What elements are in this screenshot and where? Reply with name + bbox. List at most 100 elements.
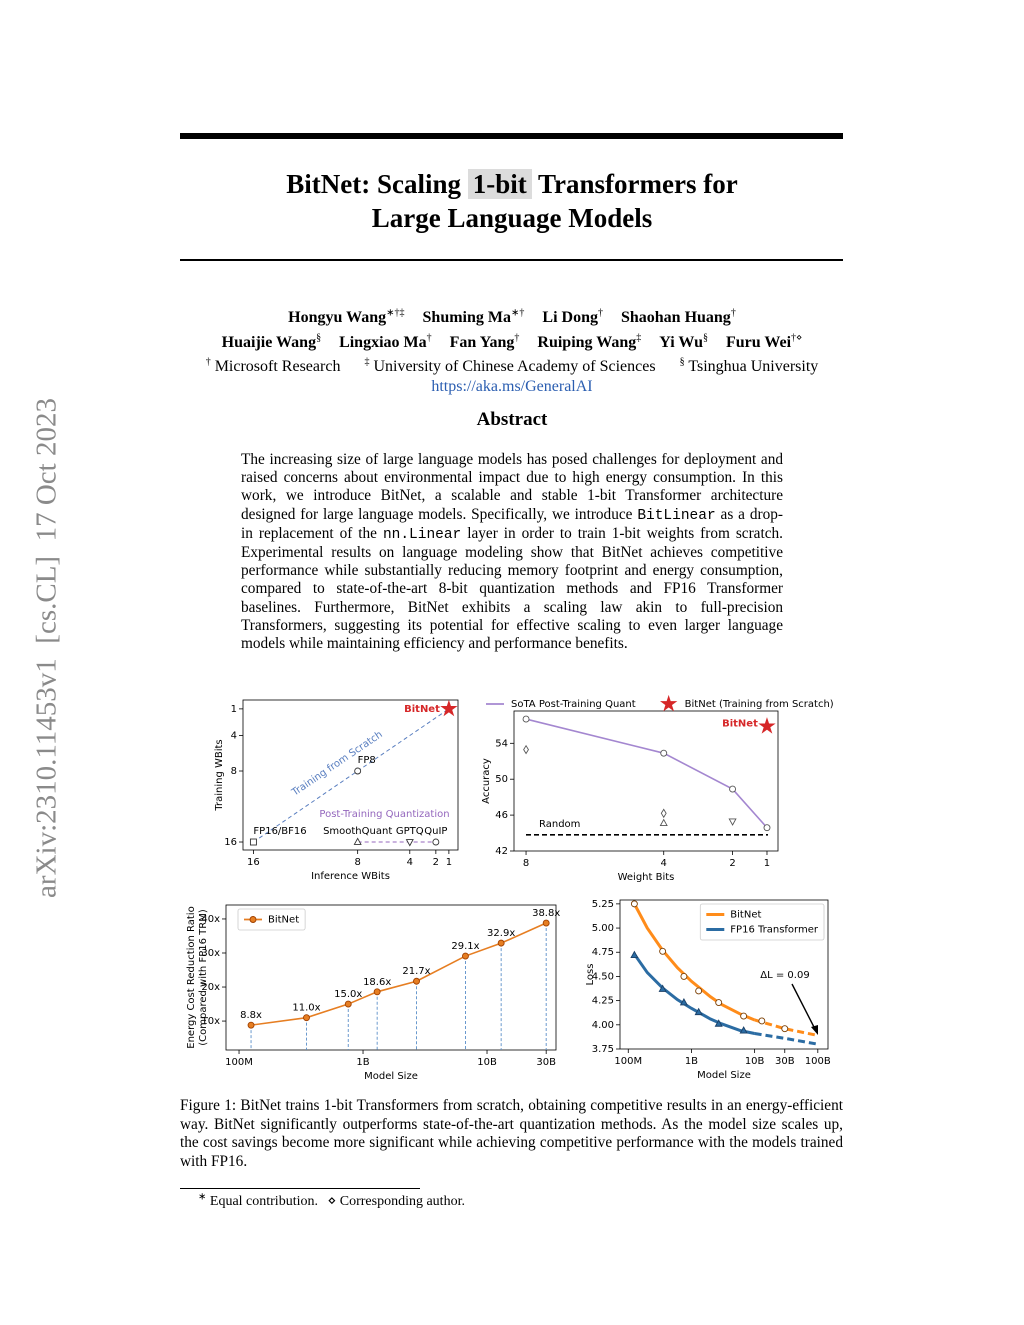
- affiliation-mark: †: [205, 356, 211, 368]
- y-tick-label: 4.00: [592, 1020, 614, 1031]
- affiliation-mark: §: [679, 356, 685, 368]
- author-marks: †: [426, 332, 432, 344]
- footnote-item: ∗ Equal contribution.: [198, 1191, 318, 1209]
- author-marks: †: [730, 308, 736, 319]
- marker: [739, 1026, 748, 1034]
- y-axis-label: Accuracy: [481, 758, 492, 804]
- legend-label: SoTA Post-Training Quant: [511, 699, 636, 710]
- marker: [373, 988, 381, 996]
- legend-label: BitNet: [730, 910, 761, 921]
- y-tick-label: 42: [495, 846, 508, 857]
- abstract-heading: Abstract: [476, 409, 548, 430]
- y-axis-label: Loss: [585, 964, 596, 986]
- footnote-text: Equal contribution.: [209, 1193, 318, 1209]
- y-tick-label: 8: [231, 766, 237, 777]
- x-tick-label: 1: [446, 857, 452, 868]
- footnote-mark: ∗: [198, 1191, 207, 1202]
- affiliation-name: University of Chinese Academy of Science…: [373, 357, 656, 375]
- x-tick-label: 2: [433, 857, 439, 868]
- y-tick-label: 5.00: [592, 923, 614, 934]
- y-tick-label: 50: [495, 774, 508, 785]
- x-tick-label: 16: [247, 857, 260, 868]
- series-line: [525, 718, 768, 829]
- fit-curve: [754, 1032, 819, 1046]
- value-label: 32.9x: [487, 928, 515, 939]
- marker: [658, 984, 667, 992]
- footnote-item: ⋄ Corresponding author.: [327, 1194, 464, 1209]
- x-tick-label: 10B: [745, 1056, 765, 1067]
- url[interactable]: https://aka.ms/GeneralAI: [431, 377, 593, 395]
- author-row: Huaijie Wang§ Lingxiao Ma† Fan Yang† Rui…: [0, 328, 1024, 352]
- x-tick-label: 1B: [356, 1057, 369, 1068]
- marker: [630, 950, 639, 958]
- y-axis-label: Training WBits: [214, 739, 225, 811]
- marker: [728, 818, 737, 826]
- x-axis-label: Inference WBits: [311, 871, 390, 882]
- annotation: BitNet: [722, 718, 758, 729]
- series-line: [250, 922, 547, 1026]
- x-tick-label: 10B: [477, 1057, 497, 1068]
- affiliation-name: Microsoft Research: [214, 357, 341, 375]
- author-name: Furu Wei: [726, 333, 792, 351]
- marker: [758, 1017, 766, 1025]
- marker: [680, 972, 688, 980]
- series-line: [253, 708, 450, 843]
- legend-frame: [237, 908, 306, 931]
- title-part: BitNet: Scaling: [286, 169, 462, 199]
- footnote: ∗ Equal contribution. ⋄ Corresponding au…: [198, 1191, 471, 1210]
- affiliation-name: Tsinghua University: [688, 357, 819, 375]
- marker: [522, 715, 530, 723]
- marker: [353, 837, 362, 845]
- point-label: GPTQ: [396, 826, 424, 837]
- affiliation: § Tsinghua University: [679, 356, 819, 375]
- legend-frame: [699, 903, 825, 941]
- author: Fan Yang†: [450, 332, 520, 350]
- marker: [763, 824, 771, 832]
- affiliations: † Microsoft Research ‡ University of Chi…: [0, 353, 1024, 377]
- marker: [497, 939, 505, 947]
- axes-frame: [619, 899, 829, 1050]
- footnote-rule: [180, 1188, 420, 1189]
- x-tick-label: 8: [523, 858, 529, 869]
- author: Ruiping Wang‡: [537, 332, 642, 350]
- author-marks: ‡: [636, 332, 642, 344]
- author: Furu Wei†⋄: [726, 332, 802, 351]
- x-tick-label: 1B: [685, 1056, 698, 1067]
- y-tick-label: 16: [224, 837, 237, 848]
- author-name: Shuming Ma: [422, 309, 511, 327]
- fit-curve: [633, 903, 756, 1022]
- value-label: 29.1x: [451, 941, 479, 952]
- point-label: FP8: [358, 755, 376, 766]
- marker: [659, 818, 668, 827]
- x-tick-label: 2: [729, 858, 735, 869]
- value-label: 38.8x: [532, 908, 560, 919]
- marker: [679, 998, 688, 1006]
- x-tick-label: 30B: [775, 1056, 795, 1067]
- author: Lingxiao Ma†: [339, 332, 432, 350]
- marker: [249, 838, 257, 846]
- value-label: 11.0x: [292, 1003, 320, 1014]
- x-tick-label: 4: [661, 858, 667, 869]
- series-line-label: Training from Scratch: [289, 729, 384, 799]
- marker: [714, 1019, 723, 1027]
- x-tick-label: 4: [407, 857, 413, 868]
- axes-frame: [242, 699, 459, 851]
- author-row: Hongyu Wang∗†‡ Shuming Ma∗† Li Dong† Sha…: [0, 304, 1024, 328]
- title: BitNet: Scaling 1-bit Transformers for L…: [0, 167, 1024, 235]
- value-label: 8.8x: [240, 1010, 262, 1021]
- author-name: Huaijie Wang: [221, 333, 317, 351]
- x-axis-label: Weight Bits: [618, 872, 675, 883]
- y-tick-label: 30x: [201, 948, 220, 959]
- value-label: 18.6x: [363, 977, 391, 988]
- author-name: Hongyu Wang: [288, 309, 387, 327]
- marker: [440, 699, 458, 717]
- marker: [413, 977, 420, 985]
- author: Hongyu Wang∗†‡: [288, 308, 405, 327]
- author-marks: ∗†‡: [386, 308, 405, 319]
- axes-frame: [225, 904, 557, 1051]
- title-part: Transformers for: [538, 169, 738, 199]
- marker: [729, 785, 737, 793]
- author-name: Yi Wu: [659, 333, 703, 351]
- y-tick-label: 4.50: [592, 971, 614, 982]
- y-tick-label: 40x: [201, 914, 220, 925]
